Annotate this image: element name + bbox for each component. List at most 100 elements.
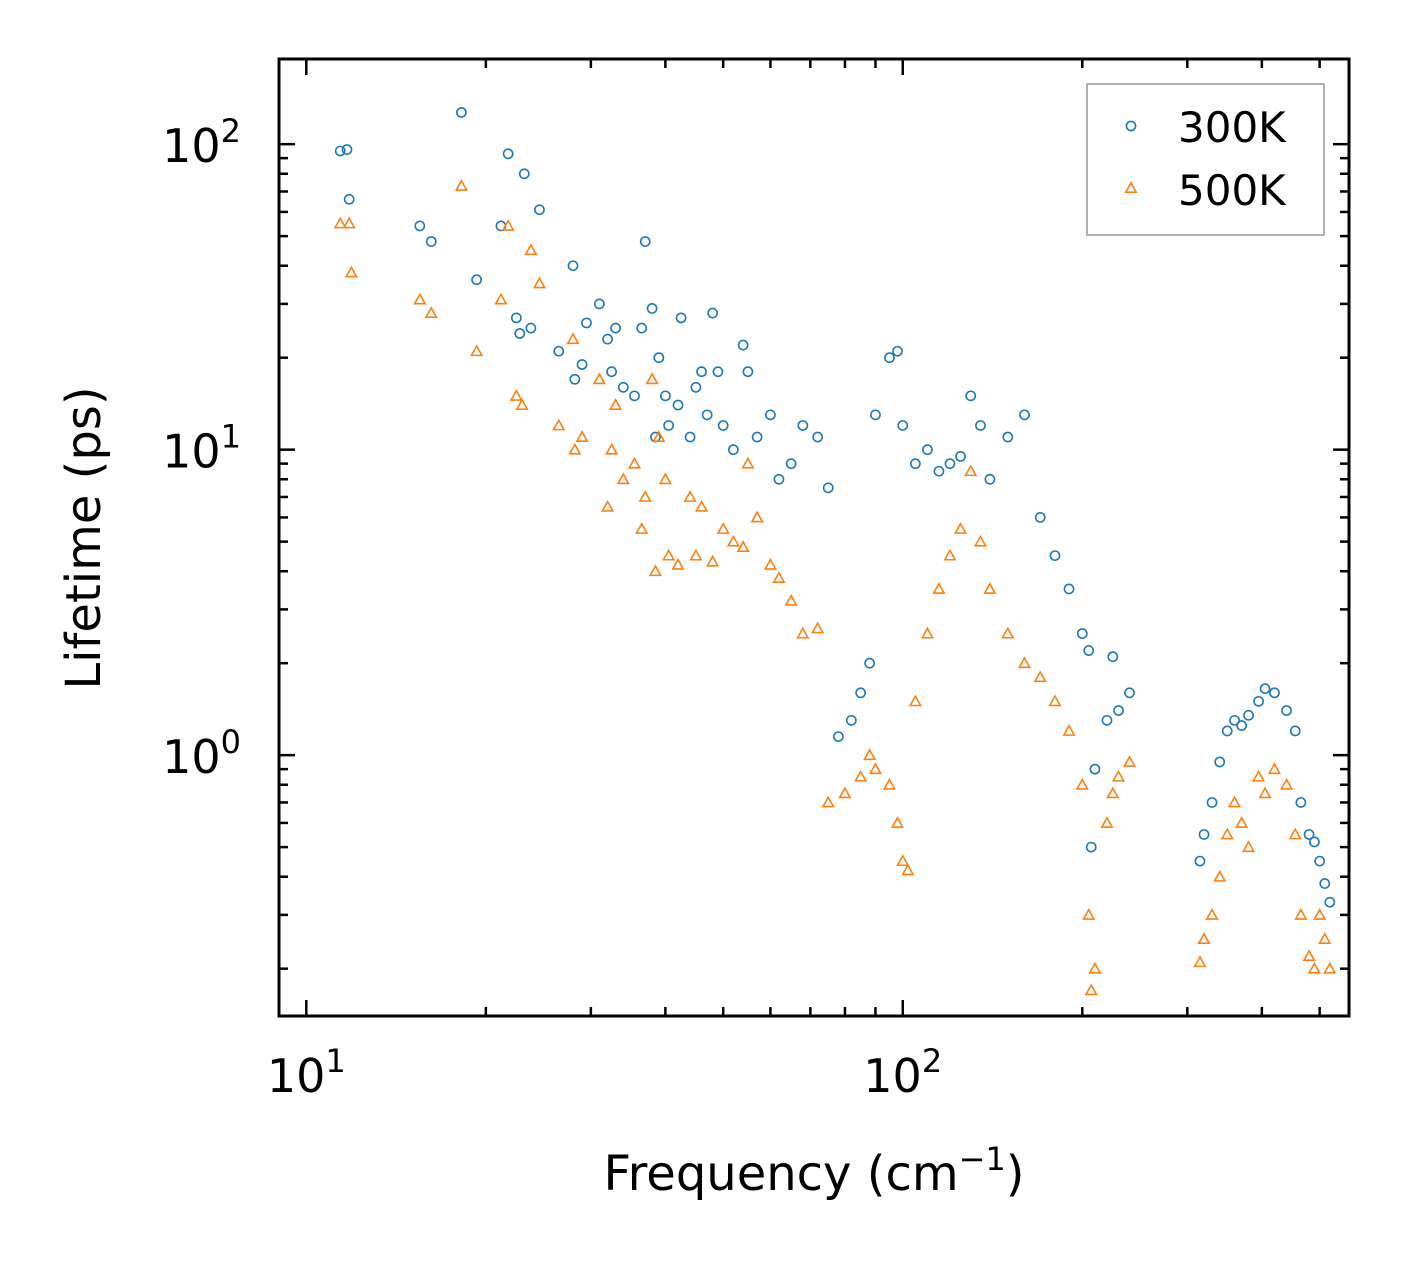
data-point-300k: [534, 204, 545, 216]
data-point-500k: [953, 522, 968, 534]
data-point-500k: [1122, 755, 1137, 767]
data-point-300k: [897, 420, 909, 431]
data-point-300k: [965, 390, 977, 402]
data-point-300k: [334, 145, 346, 157]
data-point-500k: [1252, 769, 1266, 782]
data-point-500k: [1279, 777, 1294, 790]
data-point-300k: [1101, 714, 1113, 726]
data-point-300k: [855, 687, 867, 699]
data-point-300k: [1281, 705, 1292, 716]
data-point-300k: [343, 193, 355, 205]
data-point-300k: [1259, 683, 1271, 695]
data-point-500k: [716, 522, 730, 534]
data-point-300k: [1019, 409, 1030, 421]
data-point-300k: [773, 473, 785, 485]
data-point-300k: [785, 458, 797, 470]
data-point-300k: [717, 420, 729, 431]
data-point-300k: [712, 366, 724, 378]
data-point-500k: [908, 694, 922, 707]
x-tick-label: 102: [863, 1042, 942, 1103]
data-point-300k: [832, 731, 844, 743]
data-point-300k: [1253, 695, 1264, 707]
data-point-500k: [750, 510, 764, 523]
data-point-500k: [920, 626, 934, 639]
data-point-300k: [742, 366, 754, 378]
data-point-500k: [772, 571, 786, 583]
data-point-500k: [890, 816, 905, 828]
data-point-300k: [567, 260, 579, 272]
data-point-500k: [424, 306, 438, 319]
data-point-300k: [1319, 878, 1331, 889]
data-point-300k: [701, 409, 713, 421]
data-point-500k: [524, 243, 538, 256]
data-point-300k: [581, 317, 592, 329]
data-point-300k: [510, 312, 522, 324]
data-point-300k: [610, 322, 621, 334]
data-point-300k: [1124, 687, 1135, 699]
data-point-300k: [525, 322, 537, 334]
data-point-500k: [592, 372, 606, 385]
data-point-300k: [553, 345, 565, 357]
y-tick-label: 101: [162, 418, 241, 479]
data-point-500k: [1241, 840, 1256, 853]
data-point-300k: [456, 107, 467, 118]
data-point-300k: [870, 409, 881, 421]
data-point-300k: [1289, 725, 1301, 737]
data-point-500k: [901, 863, 915, 876]
data-point-300k: [984, 473, 996, 485]
data-point-500k: [1082, 908, 1096, 920]
data-point-300k: [1063, 583, 1075, 595]
data-point-300k: [1076, 628, 1088, 639]
data-point-300k: [1002, 431, 1014, 443]
data-point-500k: [609, 398, 623, 410]
legend-box: [1086, 83, 1325, 236]
data-point-500k: [896, 854, 910, 867]
data-point-500k: [1001, 626, 1015, 639]
data-point-500k: [1205, 908, 1219, 920]
data-point-300k: [684, 431, 696, 443]
data-point-500k: [470, 344, 484, 357]
data-point-500k: [1213, 869, 1227, 882]
data-point-500k: [811, 621, 825, 634]
data-point-300k: [797, 420, 809, 431]
data-point-300k: [864, 657, 876, 669]
data-point-500k: [1220, 827, 1234, 840]
data-point-500k: [784, 593, 798, 606]
data-point-300k: [727, 444, 739, 456]
data-point-300k: [944, 458, 956, 470]
data-point-500k: [741, 456, 755, 469]
data-point-500k: [342, 216, 356, 229]
x-tick-label: 101: [267, 1042, 346, 1103]
data-point-500k: [1193, 955, 1207, 968]
data-point-500k: [1267, 762, 1282, 775]
data-point-500k: [552, 418, 566, 431]
plot-area: [333, 107, 1337, 996]
data-point-300k: [1214, 756, 1226, 768]
data-point-300k: [576, 359, 588, 370]
data-point-500k: [683, 490, 697, 502]
y-axis-label: Lifetime (ps): [56, 386, 112, 689]
data-point-500k: [1017, 656, 1032, 669]
plot-frame: [277, 57, 1351, 1018]
data-point-500k: [983, 582, 997, 594]
data-point-500k: [638, 490, 652, 502]
data-point-500k: [1197, 932, 1211, 945]
data-point-300k: [1303, 829, 1315, 840]
data-point-300k: [1269, 687, 1280, 699]
data-point-500k: [1062, 724, 1076, 736]
data-point-300k: [884, 352, 895, 364]
legend-markers: [1124, 120, 1138, 193]
data-point-500k: [821, 795, 835, 808]
data-point-500k: [1111, 769, 1126, 782]
data-point-500k: [658, 472, 672, 485]
legend-marker-500k: [1124, 181, 1138, 193]
y-tick-label: 102: [162, 112, 241, 173]
data-point-500k: [932, 582, 946, 594]
data-point-500k: [501, 219, 515, 231]
data-point-300k: [1083, 645, 1095, 656]
data-point-500k: [627, 456, 642, 469]
data-point-500k: [1048, 694, 1062, 707]
data-point-300k: [341, 144, 353, 155]
data-point-300k: [1229, 714, 1240, 726]
